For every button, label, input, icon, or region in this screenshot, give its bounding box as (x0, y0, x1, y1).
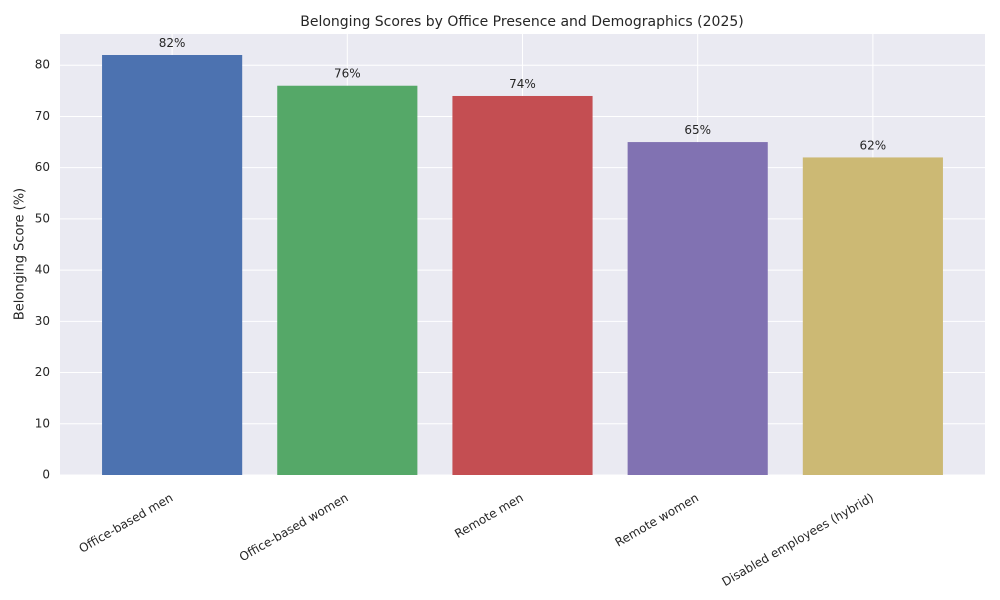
bar (802, 157, 943, 475)
value-label: 62% (860, 138, 887, 152)
x-tick-label: Office-based men (77, 491, 176, 556)
x-tick-label: Remote women (613, 491, 701, 550)
bar (452, 95, 593, 475)
value-label: 82% (159, 36, 186, 50)
y-tick-label: 30 (35, 314, 50, 328)
value-label: 76% (334, 67, 361, 81)
x-tick-label: Remote men (452, 491, 526, 542)
y-tick-label: 40 (35, 263, 50, 277)
x-tick-label: Office-based women (237, 491, 351, 565)
y-tick-label: 10 (35, 416, 50, 430)
bar (102, 55, 243, 475)
x-tick-label: Disabled employees (hybrid) (719, 491, 876, 590)
bar (627, 142, 768, 475)
y-tick-label: 20 (35, 365, 50, 379)
y-axis-label: Belonging Score (%) (13, 188, 28, 320)
value-label: 65% (684, 123, 711, 137)
y-tick-label: 70 (35, 109, 50, 123)
y-tick-label: 50 (35, 211, 50, 225)
chart-title: Belonging Scores by Office Presence and … (300, 14, 743, 30)
value-label: 74% (509, 77, 536, 91)
bar (277, 85, 418, 476)
y-tick-label: 0 (42, 468, 50, 482)
y-tick-label: 80 (35, 58, 50, 72)
y-tick-label: 60 (35, 160, 50, 174)
